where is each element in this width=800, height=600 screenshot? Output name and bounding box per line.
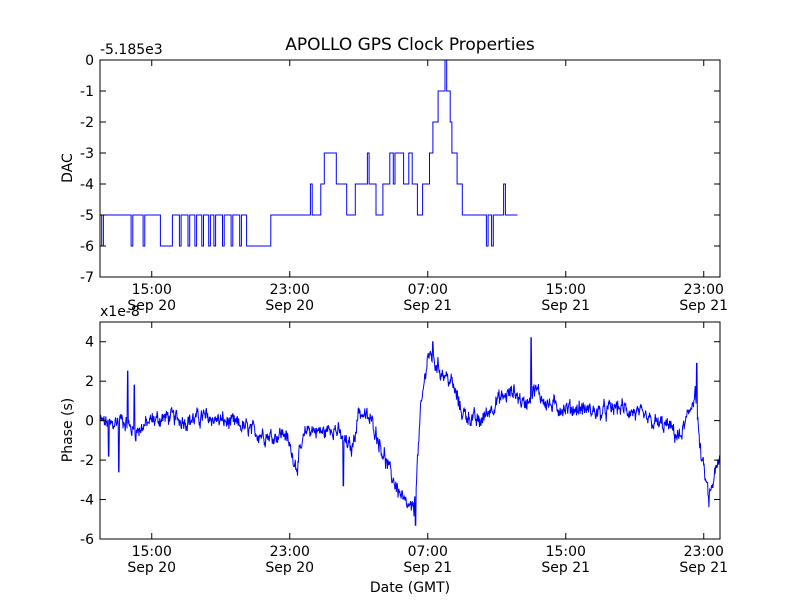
- y-tick-label: -2: [80, 115, 94, 131]
- y-tick-label: -2: [80, 453, 94, 469]
- x-axis-label: Date (GMT): [370, 580, 450, 596]
- x-tick-date-label: Sep 21: [403, 298, 452, 314]
- dac-axes-frame: [99, 59, 721, 278]
- phase-y-ticks: 4 2 0 -2 -4 -6: [80, 335, 720, 548]
- x-tick-time-label: 23:00: [684, 544, 724, 560]
- x-tick-date-label: Sep 21: [679, 298, 728, 314]
- x-tick-date-label: Sep 21: [679, 560, 728, 576]
- phase-y-axis-label: Phase (s): [60, 398, 76, 462]
- x-tick-date-label: Sep 21: [403, 560, 452, 576]
- x-tick-time-label: 15:00: [132, 544, 172, 560]
- x-tick-time-label: 07:00: [408, 544, 448, 560]
- y-tick-label: 0: [85, 414, 94, 430]
- dac-y-ticks: 0 -1 -2 -3 -4 -5 -6 -7: [80, 53, 720, 286]
- x-tick-date-label: Sep 20: [127, 298, 176, 314]
- dac-y-axis-label: DAC: [60, 153, 76, 183]
- x-tick-date-label: Sep 21: [541, 298, 590, 314]
- y-tick-label: 0: [85, 53, 94, 69]
- y-tick-label: -6: [80, 239, 94, 255]
- dac-offset-label: -5.185e3: [100, 42, 163, 58]
- y-tick-label: -4: [80, 177, 94, 193]
- y-tick-label: -5: [80, 208, 94, 224]
- phase-offset-label: x1e-8: [100, 304, 140, 320]
- x-tick-time-label: 23:00: [270, 544, 310, 560]
- x-tick-time-label: 23:00: [270, 282, 310, 298]
- y-tick-label: -7: [80, 270, 94, 286]
- x-tick-time-label: 15:00: [546, 282, 586, 298]
- y-tick-label: -1: [80, 84, 94, 100]
- phase-series-line: [100, 337, 720, 526]
- x-tick-date-label: Sep 21: [541, 560, 590, 576]
- y-tick-label: -4: [80, 493, 94, 509]
- x-tick-time-label: 15:00: [546, 544, 586, 560]
- x-tick-time-label: 23:00: [684, 282, 724, 298]
- x-tick-time-label: 07:00: [408, 282, 448, 298]
- phase-axes-frame: [99, 321, 721, 540]
- x-tick-date-label: Sep 20: [127, 560, 176, 576]
- chart-title: APOLLO GPS Clock Properties: [285, 35, 535, 55]
- y-tick-label: -6: [80, 532, 94, 548]
- dac-series-line: [100, 60, 518, 247]
- x-tick-time-label: 15:00: [132, 282, 172, 298]
- x-tick-date-label: Sep 20: [265, 298, 314, 314]
- y-tick-label: 2: [85, 374, 94, 390]
- x-tick-date-label: Sep 20: [265, 560, 314, 576]
- y-tick-label: 4: [85, 335, 94, 351]
- y-tick-label: -3: [80, 146, 94, 162]
